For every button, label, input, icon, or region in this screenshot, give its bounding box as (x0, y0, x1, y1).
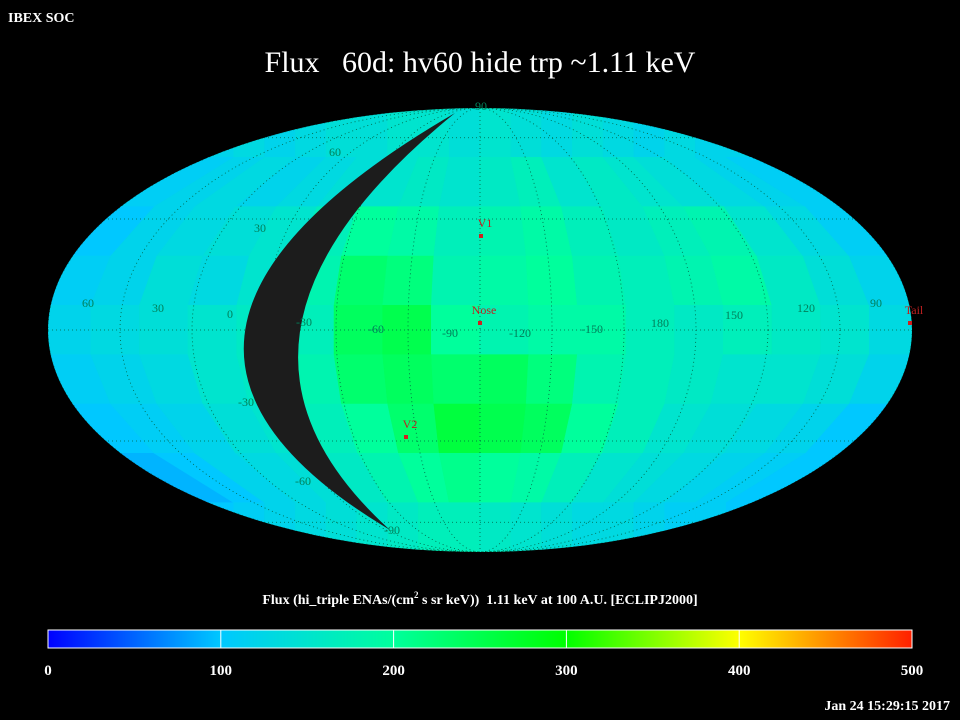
meridian (407, 108, 553, 552)
markers: V1 Nose Tail V2 (403, 216, 924, 439)
flux-cell (356, 502, 388, 552)
flux-cell (431, 255, 481, 306)
graticule-label: 60 (329, 145, 341, 159)
flux-cell (625, 305, 675, 355)
flux-cell (433, 206, 481, 257)
flux-cell (572, 502, 604, 552)
graticule-labels: 90 60 30 60 30 0 -30 -60 -90 -120 -150 180 150 120 90 -… (82, 99, 882, 537)
graticule-label: -60 (368, 322, 384, 336)
marker-label: Nose (472, 303, 497, 317)
graticule-label: 60 (82, 296, 94, 310)
marker-label: Tail (905, 303, 924, 317)
marker-dot (908, 321, 912, 325)
flux-cell (510, 108, 542, 158)
flux-cell (479, 354, 529, 405)
flux-cell (479, 255, 529, 306)
graticule-label: 120 (797, 301, 815, 315)
graticule-label: 150 (725, 308, 743, 322)
marker-label: V2 (403, 417, 418, 431)
marker-dot (479, 234, 483, 238)
graticule-label: -30 (238, 395, 254, 409)
meridian (263, 108, 697, 552)
colorbar: 0 100 200 300 400 500 (44, 629, 924, 679)
flux-cell (479, 108, 512, 158)
flux-cell (479, 403, 527, 454)
flux-cell (479, 206, 527, 257)
flux-cell (382, 354, 435, 405)
graticule-label: 0 (227, 307, 233, 321)
flux-cell (868, 305, 912, 355)
marker-dot (404, 435, 408, 439)
flux-cell (387, 502, 419, 552)
hidden-region (243, 113, 455, 530)
flux-cell (333, 255, 389, 306)
colorbar-tick-label: 0 (44, 663, 52, 679)
graticule-label: 90 (870, 296, 882, 310)
flux-map (48, 108, 912, 552)
graticule-label: -90 (384, 523, 400, 537)
graticule-label: -90 (442, 326, 458, 340)
flux-cell (674, 305, 724, 355)
graticule-label: 180 (651, 316, 669, 330)
colorbar-tick-label: 400 (728, 663, 751, 679)
flux-cell (541, 108, 573, 158)
flux-cell (525, 354, 578, 405)
graticule (48, 108, 912, 552)
flux-cell (448, 108, 481, 158)
flux-cell (571, 354, 627, 405)
colorbar-label: Flux (hi_triple ENAs/(cm2 s sr keV)) 1.1… (262, 590, 697, 608)
flux-cell (382, 255, 435, 306)
flux-cell (431, 354, 481, 405)
colorbar-tick-label: 500 (901, 663, 924, 679)
flux-cell (418, 502, 450, 552)
colorbar-tick-label: 200 (382, 663, 405, 679)
graticule-label: -30 (296, 315, 312, 329)
flux-cell (479, 502, 512, 552)
timestamp: Jan 24 15:29:15 2017 (824, 699, 950, 714)
map-title: Flux 60d: hv60 hide trp ~1.11 keV (265, 46, 696, 79)
colorbar-tick-label: 300 (555, 663, 578, 679)
flux-cell (541, 502, 573, 552)
graticule-label: 30 (254, 221, 266, 235)
flux-cell (333, 354, 389, 405)
flux-cell (510, 502, 542, 552)
marker-dot (478, 321, 482, 325)
meridian (191, 108, 769, 552)
colorbar-label-text: s sr keV)) 1.11 keV at 100 A.U. [ECLIPJ2… (419, 593, 698, 608)
graticule-label: -120 (509, 326, 531, 340)
flux-cell (448, 502, 481, 552)
graticule-label: -150 (581, 322, 603, 336)
graticule-label: -60 (295, 474, 311, 488)
colorbar-tick-label: 100 (210, 663, 233, 679)
flux-cell (525, 255, 578, 306)
source-label: IBEX SOC (8, 11, 75, 26)
meridian (119, 108, 841, 552)
marker-label: V1 (478, 216, 493, 230)
graticule-label: 30 (152, 301, 164, 315)
colorbar-fill (47, 629, 913, 649)
colorbar-label-sup: 2 (414, 590, 419, 600)
flux-cell (571, 255, 627, 306)
meridian (335, 108, 625, 552)
graticule-label: 90 (475, 99, 487, 113)
colorbar-label-text: Flux (hi_triple ENAs/(cm (262, 593, 414, 608)
flux-cell (433, 403, 481, 454)
